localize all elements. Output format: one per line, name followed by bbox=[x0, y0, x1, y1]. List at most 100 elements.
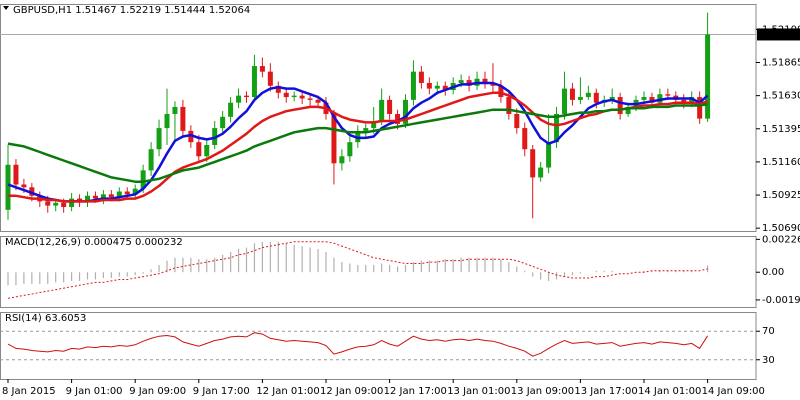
candle-body bbox=[116, 191, 122, 198]
candle-body bbox=[482, 78, 488, 83]
panel-frame bbox=[0, 4, 757, 232]
candle-body bbox=[108, 194, 114, 198]
candle-body bbox=[164, 113, 170, 129]
chart-title: GBPUSD,H1 1.51467 1.52219 1.51444 1.5206… bbox=[13, 5, 250, 16]
candle-body bbox=[585, 92, 591, 98]
x-tick-label: 8 Jan 2015 bbox=[2, 386, 56, 397]
candle-body bbox=[220, 116, 226, 129]
candle-body bbox=[625, 106, 631, 114]
candle-body bbox=[363, 128, 369, 131]
candle-body bbox=[13, 164, 19, 185]
candle-body bbox=[426, 82, 432, 89]
candle-body bbox=[379, 99, 385, 122]
candle-body bbox=[244, 95, 249, 98]
x-tick-label: 9 Jan 09:00 bbox=[129, 386, 186, 397]
candle-body bbox=[641, 97, 647, 100]
candle-body bbox=[554, 113, 560, 143]
candle-body bbox=[331, 113, 337, 164]
candle-body bbox=[45, 201, 51, 206]
rsi-line bbox=[7, 332, 709, 357]
candle-body bbox=[21, 184, 27, 188]
y-tick-label: 30 bbox=[762, 355, 775, 366]
candle-body bbox=[355, 130, 361, 143]
candle-body bbox=[92, 195, 98, 199]
candle-body bbox=[188, 130, 194, 143]
candle-body bbox=[299, 95, 305, 99]
candle-body bbox=[100, 194, 106, 199]
candle-body bbox=[251, 66, 257, 98]
symbol-marker bbox=[3, 6, 9, 10]
y-tick-label: 1.51865 bbox=[762, 58, 800, 69]
candle-body bbox=[283, 92, 289, 98]
signal-line bbox=[7, 241, 708, 299]
x-tick-label: 13 Jan 17:00 bbox=[574, 386, 637, 397]
x-tick-label: 12 Jan 09:00 bbox=[320, 386, 383, 397]
candle-body bbox=[307, 98, 313, 100]
candle-body bbox=[236, 95, 242, 103]
price-label-box bbox=[757, 28, 800, 41]
y-tick-label: -0.001912 bbox=[762, 295, 800, 306]
candle-body bbox=[458, 80, 464, 83]
y-tick-label: 1.51160 bbox=[762, 157, 800, 168]
chart-title: MACD(12,26,9) 0.000475 0.000232 bbox=[5, 237, 183, 248]
x-tick-label: 9 Jan 01:00 bbox=[66, 386, 123, 397]
candle-body bbox=[657, 94, 663, 103]
candle-body bbox=[569, 88, 575, 100]
moving-average bbox=[8, 91, 709, 203]
x-tick-label: 14 Jan 01:00 bbox=[638, 386, 701, 397]
y-tick-label: 0.00 bbox=[762, 267, 784, 278]
candle-body bbox=[69, 198, 75, 208]
candle-body bbox=[538, 167, 544, 178]
candle-body bbox=[522, 128, 528, 150]
candle-body bbox=[593, 92, 599, 103]
candle-body bbox=[442, 85, 448, 91]
candle-body bbox=[434, 85, 440, 89]
candle-body bbox=[140, 170, 146, 189]
candle-body bbox=[228, 102, 234, 117]
candle-body bbox=[291, 95, 297, 98]
candle-body bbox=[490, 82, 496, 86]
candle-body bbox=[387, 99, 393, 114]
y-tick-label: 1.51395 bbox=[762, 124, 800, 135]
candle-body bbox=[418, 71, 424, 83]
candle-body bbox=[339, 156, 345, 164]
candle-body bbox=[617, 97, 623, 114]
x-tick-label: 14 Jan 09:00 bbox=[702, 386, 765, 397]
candle-body bbox=[498, 85, 504, 98]
candle-body bbox=[61, 202, 67, 208]
candle-body bbox=[180, 106, 186, 131]
candle-body bbox=[395, 113, 401, 124]
candle-body bbox=[562, 88, 567, 114]
chart-title: RSI(14) 63.6053 bbox=[5, 313, 86, 324]
candle-body bbox=[5, 164, 11, 210]
candle-body bbox=[29, 187, 35, 196]
y-tick-label: 1.51630 bbox=[762, 91, 800, 102]
candle-body bbox=[705, 34, 711, 119]
candle-body bbox=[403, 99, 408, 124]
candle-body bbox=[53, 202, 59, 206]
moving-average bbox=[7, 102, 708, 183]
candle-body bbox=[156, 128, 162, 150]
candle-body bbox=[124, 191, 130, 195]
y-tick-label: 0.002267 bbox=[762, 234, 800, 245]
candle-body bbox=[259, 66, 265, 72]
x-tick-label: 12 Jan 01:00 bbox=[256, 386, 319, 397]
candle-body bbox=[204, 144, 210, 157]
y-tick-label: 1.50925 bbox=[762, 190, 800, 201]
panel-frame bbox=[0, 312, 757, 380]
candle-body bbox=[347, 142, 353, 157]
candle-body bbox=[506, 97, 512, 114]
candle-body bbox=[466, 80, 472, 86]
x-tick-label: 13 Jan 01:00 bbox=[447, 386, 510, 397]
x-tick-label: 9 Jan 17:00 bbox=[193, 386, 250, 397]
candle-body bbox=[371, 121, 377, 129]
moving-average bbox=[7, 81, 709, 203]
candle-body bbox=[697, 97, 703, 119]
candle-body bbox=[148, 149, 154, 171]
price-label: 1.52064 bbox=[760, 29, 800, 40]
candle-body bbox=[577, 97, 583, 100]
candle-body bbox=[85, 195, 90, 202]
candle-body bbox=[172, 106, 178, 114]
